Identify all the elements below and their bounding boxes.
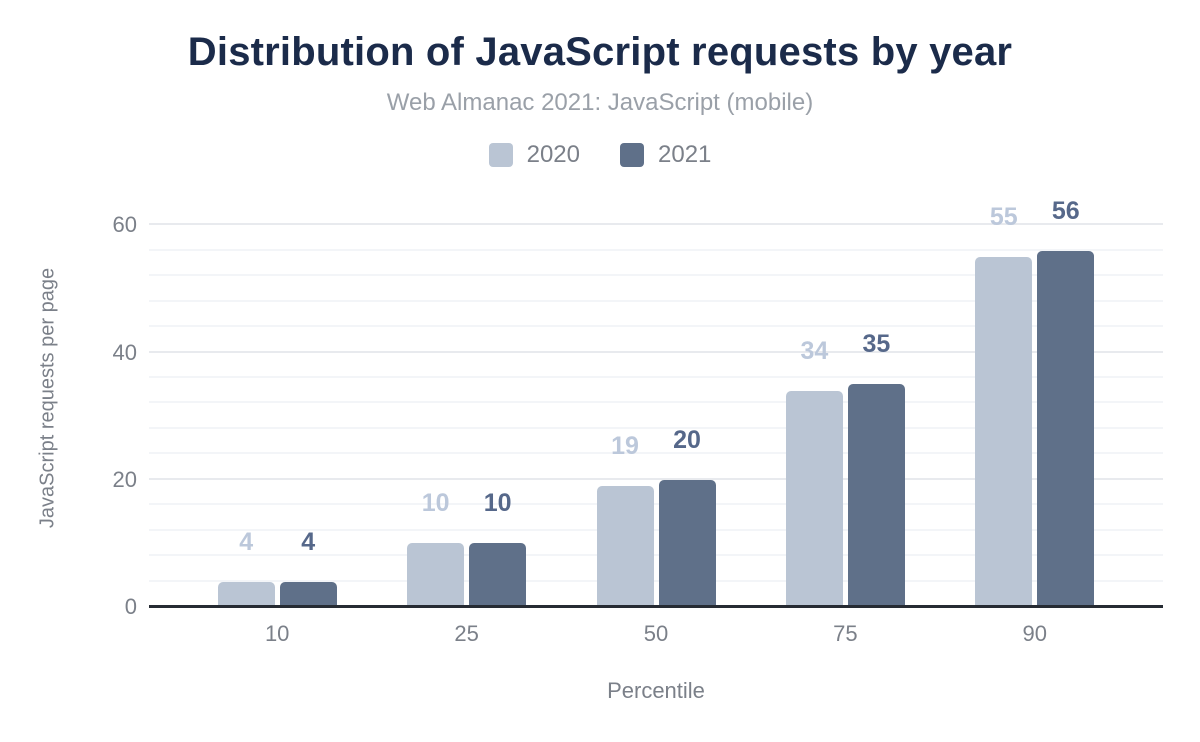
x-axis-title: Percentile (607, 678, 705, 703)
y-tick-0: 0 (124, 594, 137, 619)
bar-2021-p10 (279, 581, 337, 607)
bar-2021-p75 (847, 384, 905, 607)
legend-item-2021: 2021 (620, 141, 711, 169)
minor-gridline-28 (149, 426, 1163, 429)
minor-gridline-32 (149, 401, 1163, 404)
minor-gridline-44 (149, 325, 1163, 328)
bar-2021-p50 (658, 479, 716, 607)
bar-2020-p50 (596, 486, 654, 607)
bar-value-2020-p75: 34 (800, 336, 829, 365)
minor-gridline-56 (149, 248, 1163, 251)
legend: 2020 2021 (0, 141, 1200, 169)
bar-value-2021-p25: 10 (483, 489, 512, 518)
chart-subtitle: Web Almanac 2021: JavaScript (mobile) (386, 89, 814, 116)
y-tick-40: 40 (112, 339, 137, 365)
bar-2021-p25 (469, 543, 527, 607)
plot-area: 4 4 10 10 19 20 34 35 55 56 (149, 190, 1163, 608)
bar-value-2021-p90: 56 (1051, 196, 1080, 225)
legend-label-2020: 2020 (526, 141, 580, 168)
x-axis-line (149, 605, 1163, 608)
legend-label-2021: 2021 (658, 141, 712, 168)
bar-value-2021-p75: 35 (862, 330, 891, 359)
bar-2021-p90 (1037, 250, 1095, 607)
major-gridline-60 (149, 223, 1163, 226)
bar-2020-p10 (217, 581, 275, 607)
chart-title: Distribution of JavaScript requests by y… (187, 30, 1013, 74)
major-gridline-20 (149, 477, 1163, 480)
bar-value-2021-p10: 4 (301, 527, 316, 556)
x-category-25: 25 (454, 621, 479, 646)
x-category-90: 90 (1022, 621, 1048, 646)
legend-item-2020: 2020 (488, 141, 580, 169)
minor-gridline-12 (149, 528, 1163, 531)
x-category-75: 75 (833, 621, 858, 646)
legend-swatch-2020 (488, 143, 513, 167)
minor-gridline-48 (149, 299, 1163, 302)
legend-swatch-2021 (620, 143, 644, 167)
bar-value-2020-p90: 55 (989, 203, 1018, 232)
y-tick-60: 60 (112, 212, 137, 238)
major-gridline-40 (149, 350, 1163, 353)
minor-gridline-24 (149, 452, 1163, 455)
bar-2020-p25 (407, 543, 465, 607)
x-category-50: 50 (643, 621, 669, 646)
bar-2020-p75 (785, 390, 843, 607)
bar-value-2021-p50: 20 (673, 425, 701, 454)
minor-gridline-52 (149, 274, 1163, 277)
bar-value-2020-p10: 4 (239, 527, 254, 556)
bar-value-2020-p25: 10 (421, 489, 450, 518)
minor-gridline-36 (149, 376, 1163, 379)
bar-value-2020-p50: 19 (611, 432, 639, 461)
x-category-10: 10 (264, 621, 290, 646)
bar-2020-p90 (975, 257, 1033, 607)
minor-gridline-8 (149, 554, 1163, 557)
minor-gridline-16 (149, 503, 1163, 506)
minor-gridline-4 (149, 579, 1163, 582)
y-tick-20: 20 (112, 466, 137, 492)
